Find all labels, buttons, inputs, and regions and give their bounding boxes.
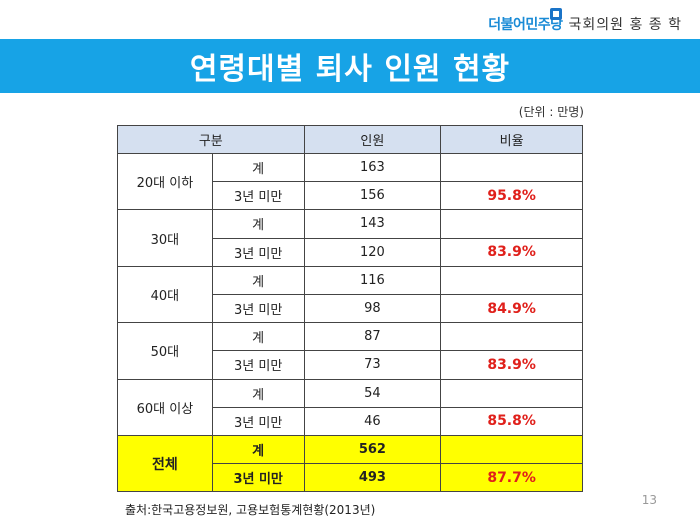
rate-cell	[440, 378, 583, 408]
age-group-cell: 전체	[117, 434, 213, 493]
table-row: 40대 계 116	[117, 265, 583, 324]
rate-cell: 83.9%	[440, 350, 583, 380]
table-row: 50대 계 87	[117, 322, 583, 380]
rate-cell: 95.8%	[440, 181, 583, 211]
title-bar: 연령대별 퇴사 인원 현황	[0, 39, 700, 93]
rate-cell	[440, 434, 583, 465]
table-row: 30대 계 143	[117, 209, 583, 267]
count-cell: 73	[303, 350, 442, 380]
header-rate: 비율	[440, 125, 583, 154]
table-row: 20대 이하 계 163	[117, 152, 583, 211]
table-row: 60대 이상 계 54	[117, 378, 583, 436]
kind-cell: 계	[211, 378, 305, 408]
table-header-row: 구분 인원 비율	[117, 125, 583, 154]
count-cell: 87	[303, 322, 442, 352]
table-row: 전체 계 562	[117, 434, 583, 493]
kind-cell: 계	[211, 265, 305, 295]
count-cell: 156	[303, 181, 442, 211]
age-group-cell: 40대	[117, 265, 213, 324]
count-cell: 120	[303, 237, 442, 267]
slide-title: 연령대별 퇴사 인원 현황	[189, 52, 511, 87]
rate-cell: 87.7%	[440, 463, 583, 493]
count-cell: 143	[303, 209, 442, 239]
rate-cell	[440, 152, 583, 183]
age-group-cell: 20대 이하	[117, 152, 213, 211]
source-note: 출처:한국고용정보원, 고용보험통계현황(2013년)	[125, 503, 376, 517]
kind-cell: 3년 미만	[211, 463, 305, 493]
party-name: 더불어민주당	[488, 17, 563, 33]
table-row: 3년 미만 120 83.9%	[118, 237, 583, 267]
header-count: 인원	[303, 125, 442, 154]
rate-cell	[440, 265, 583, 295]
kind-cell: 3년 미만	[211, 237, 305, 267]
count-cell: 54	[303, 378, 442, 408]
count-cell: 46	[303, 406, 442, 436]
kind-cell: 3년 미만	[211, 293, 305, 324]
unit-note: (단위 : 만명)	[518, 105, 584, 119]
rate-cell	[440, 322, 583, 352]
count-cell: 98	[303, 293, 442, 324]
kind-cell: 계	[211, 209, 305, 239]
rate-cell: 85.8%	[440, 406, 583, 436]
rate-cell: 84.9%	[440, 293, 583, 324]
age-group-cell: 60대 이상	[117, 378, 213, 436]
rate-cell: 83.9%	[440, 237, 583, 267]
party-logo-mark-icon	[550, 8, 563, 20]
table-row: 3년 미만 73 83.9%	[118, 350, 583, 380]
header-category: 구분	[117, 125, 305, 154]
count-cell: 493	[303, 463, 442, 493]
count-cell: 562	[303, 434, 442, 465]
kind-cell: 계	[211, 434, 305, 465]
header-brand: 더불어민주당 국회의원 홍 종 학	[488, 6, 682, 34]
kind-cell: 계	[211, 152, 305, 183]
member-name: 국회의원 홍 종 학	[568, 17, 682, 33]
count-cell: 116	[303, 265, 442, 295]
kind-cell: 3년 미만	[211, 406, 305, 436]
age-group-cell: 30대	[117, 209, 213, 267]
kind-cell: 3년 미만	[211, 181, 305, 211]
table-row: 3년 미만 493 87.7%	[118, 463, 583, 493]
party-logo: 더불어민주당	[488, 8, 563, 34]
rate-cell	[440, 209, 583, 239]
kind-cell: 3년 미만	[211, 350, 305, 380]
table-row: 3년 미만 156 95.8%	[118, 181, 583, 211]
resignation-table: 구분 인원 비율 20대 이하 계 163 3년 미만 156 95.8% 30대 계 143 3…	[117, 125, 583, 493]
count-cell: 163	[303, 152, 442, 183]
page-number: 13	[641, 493, 657, 507]
age-group-cell: 50대	[117, 322, 213, 380]
table-body: 20대 이하 계 163 3년 미만 156 95.8% 30대 계 143 3년 미만 120 83…	[117, 152, 583, 493]
kind-cell: 계	[211, 322, 305, 352]
